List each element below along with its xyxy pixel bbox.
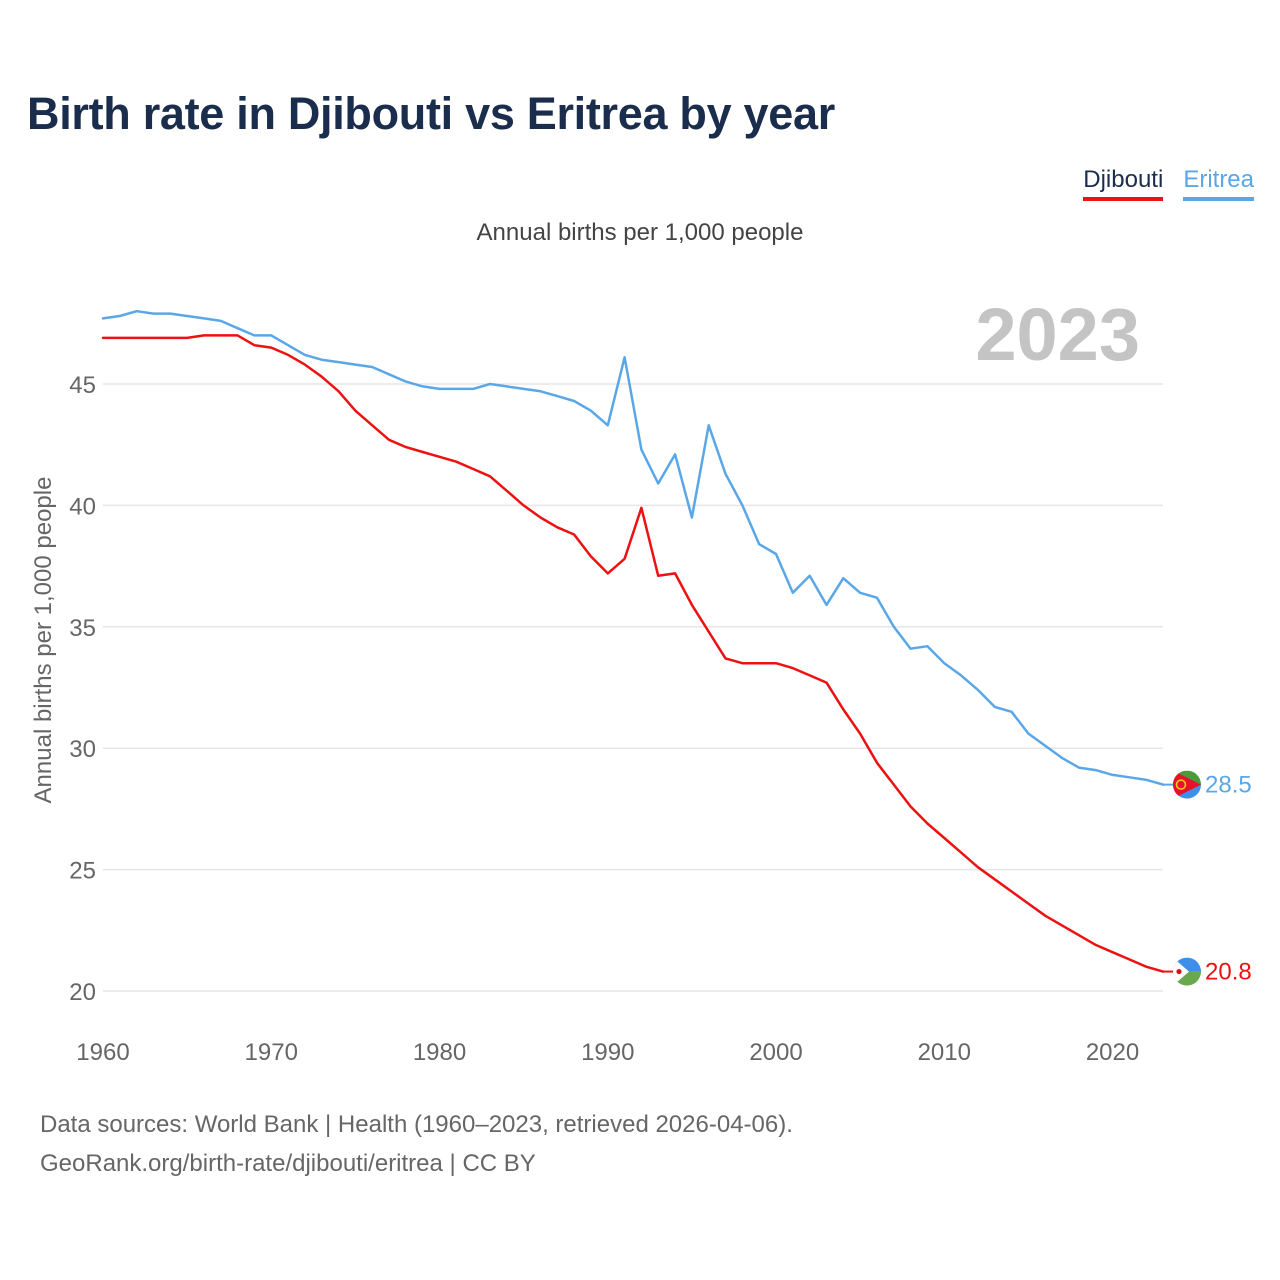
- x-tick-label-2020: 2020: [1086, 1039, 1139, 1066]
- eritrea-flag-icon: [1173, 770, 1201, 799]
- footer-url: GeoRank.org/birth-rate/djibouti/eritrea …: [40, 1150, 536, 1177]
- end-label-djibouti: 20.8: [1205, 959, 1252, 986]
- y-tick-label-20: 20: [69, 979, 96, 1006]
- y-axis-ticks: 20 25 30 35 40 45: [69, 372, 96, 1006]
- year-watermark: 2023: [975, 293, 1140, 376]
- y-tick-label-25: 25: [69, 858, 96, 885]
- x-tick-label-2010: 2010: [918, 1039, 971, 1066]
- x-tick-label-2000: 2000: [749, 1039, 802, 1066]
- footer-sources: Data sources: World Bank | Health (1960–…: [40, 1111, 793, 1138]
- legend: Djibouti Eritrea: [1083, 166, 1254, 201]
- y-tick-label-35: 35: [69, 615, 96, 642]
- legend-item-eritrea[interactable]: Eritrea: [1183, 166, 1254, 201]
- footer: Data sources: World Bank | Health (1960–…: [40, 1105, 793, 1183]
- x-tick-label-1970: 1970: [245, 1039, 298, 1066]
- legend-item-djibouti[interactable]: Djibouti: [1083, 166, 1164, 201]
- djibouti-flag-icon: [1173, 957, 1201, 986]
- x-axis-ticks: 1960 1970 1980 1990 2000 2010 2020: [76, 1039, 1139, 1066]
- chart-subtitle: Annual births per 1,000 people: [477, 219, 804, 246]
- y-tick-label-30: 30: [69, 736, 96, 763]
- end-label-eritrea: 28.5: [1205, 772, 1252, 799]
- chart-title: Birth rate in Djibouti vs Eritrea by yea…: [27, 88, 835, 139]
- y-axis-label: Annual births per 1,000 people: [30, 477, 57, 804]
- series-line-djibouti: [101, 334, 1165, 973]
- grid-lines: [103, 383, 1163, 992]
- series-lines: [101, 309, 1174, 973]
- end-labels: 20.8 28.5: [1173, 770, 1252, 986]
- x-tick-label-1980: 1980: [413, 1039, 466, 1066]
- y-tick-label-45: 45: [69, 372, 96, 399]
- line-chart: Annual births per 1,000 people 2023 Annu…: [30, 219, 1252, 1066]
- x-tick-label-1990: 1990: [581, 1039, 634, 1066]
- series-line-eritrea: [101, 309, 1165, 786]
- x-tick-label-1960: 1960: [76, 1039, 129, 1066]
- y-tick-label-40: 40: [69, 493, 96, 520]
